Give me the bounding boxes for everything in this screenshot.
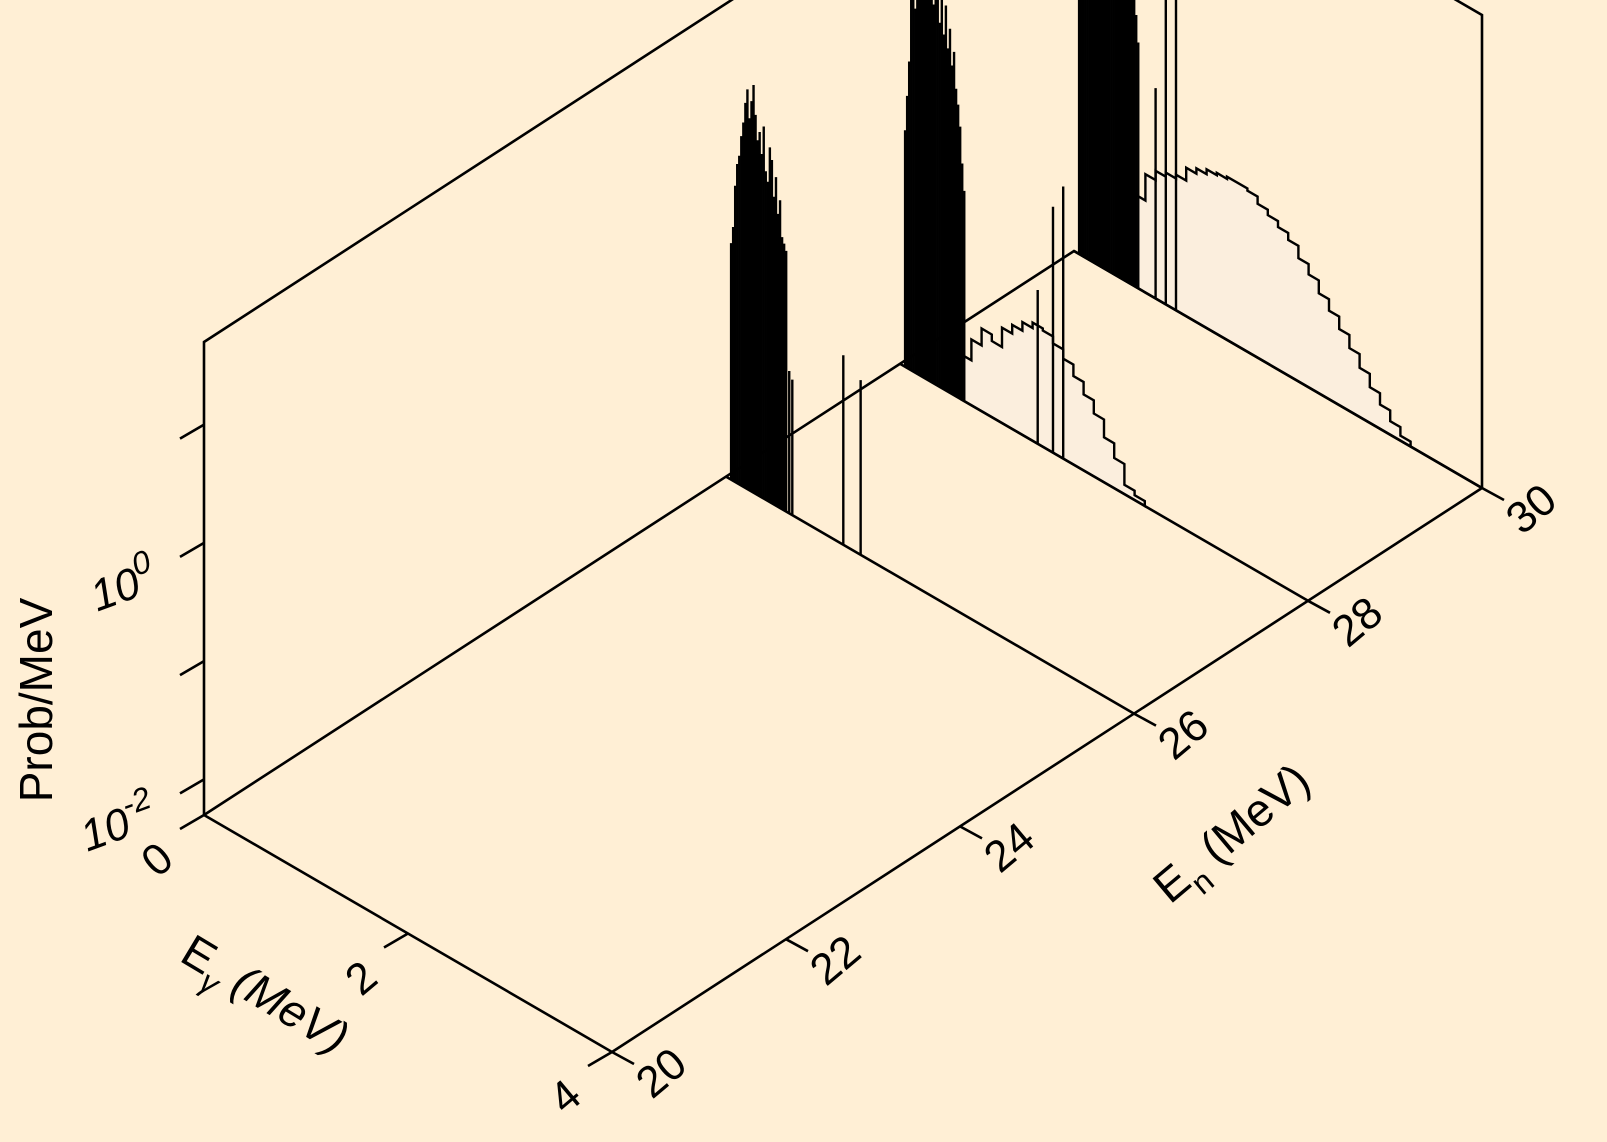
en-tick-22: [785, 938, 809, 953]
z-tick-1: [179, 541, 205, 559]
z-minor-tick-10: [179, 423, 205, 440]
en-axis-line: [611, 486, 1483, 1054]
en-tick-label-28: 28: [1323, 587, 1392, 656]
z-tick-0.01: [179, 778, 205, 795]
en-tick-30: [1481, 486, 1505, 502]
en-tick-label-26: 26: [1149, 700, 1218, 769]
en-tick-26: [1133, 712, 1157, 727]
en-tick-24: [959, 825, 983, 840]
en-tick-label-20: 20: [627, 1039, 696, 1108]
baseline-En-28: [899, 362, 1309, 602]
eg-tick-0: [179, 813, 205, 831]
baseline-En-26: [725, 475, 1135, 715]
spectrum-En-26: [725, 84, 1135, 715]
eg-tick-4: [587, 1050, 613, 1068]
x-axis-label-unit: (MeV): [1180, 753, 1319, 882]
eg-tick-label-4: 4: [540, 1070, 590, 1123]
eg-tick-2: [383, 932, 409, 949]
en-tick-28: [1307, 599, 1331, 614]
eg-tick-label-0: 0: [132, 833, 182, 886]
y-axis-label: Eγ (MeV): [167, 924, 358, 1073]
z-minor-tick-0.1: [179, 660, 205, 677]
en-tick-label-30: 30: [1497, 475, 1566, 544]
spectrum-En-30: [1073, 0, 1483, 490]
back-wall: [202, 0, 734, 815]
baseline-En-30: [1073, 249, 1483, 490]
en-tick-20: [611, 1050, 635, 1066]
right-wall: [1453, 0, 1484, 488]
data-marks: [725, 0, 1483, 715]
eg-tick-label-2: 2: [336, 952, 386, 1005]
x-axis-label: En (MeV): [1143, 753, 1326, 921]
en-tick-label-24: 24: [975, 813, 1044, 882]
z-axis-label: Prob/MeV: [10, 597, 62, 802]
spectrum-En-28: [899, 0, 1309, 602]
y-axis-label-unit: (MeV): [213, 948, 358, 1064]
continuum-En-30: [1133, 165, 1412, 449]
en-tick-label-22: 22: [801, 926, 870, 995]
z-tick-label-1: 100: [81, 543, 164, 621]
